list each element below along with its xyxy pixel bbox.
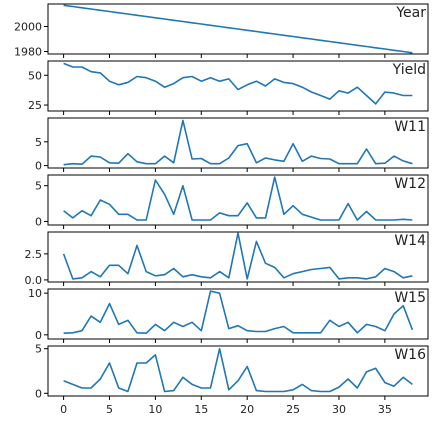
series-line-w14 <box>62 232 413 280</box>
series-label-w15: W15 <box>394 290 426 306</box>
series-label-w11: W11 <box>394 119 426 135</box>
y-tick-label-yield: 50 <box>28 69 42 82</box>
x-tick-label: 0 <box>60 403 67 416</box>
series-line-yield <box>63 62 413 105</box>
panel-frame-year <box>47 3 429 55</box>
x-tick-label: 15 <box>194 403 208 416</box>
y-tick-label-w16: 0 <box>35 387 42 400</box>
series-label-w14: W14 <box>394 233 426 249</box>
series-label-w12: W12 <box>394 176 426 192</box>
y-tick-label-year: 2000 <box>14 21 42 34</box>
panel-frame-w11 <box>47 117 429 169</box>
y-tick-label-w11: 0 <box>35 160 42 173</box>
y-tick-label-w11: 5 <box>35 136 42 149</box>
y-tick-label-w14: 0.0 <box>25 274 43 287</box>
panel-frame-w12 <box>47 174 429 226</box>
y-tick-label-w14: 2.5 <box>25 248 43 261</box>
x-tick-label: 5 <box>106 403 113 416</box>
series-label-yield: Yield <box>392 62 426 78</box>
y-tick-label-yield: 25 <box>28 99 42 112</box>
y-tick-label-w15: 10 <box>28 287 42 300</box>
series-label-year: Year <box>395 5 426 21</box>
series-line-w11 <box>63 119 413 166</box>
x-tick-label: 30 <box>332 403 346 416</box>
y-tick-label-w12: 5 <box>35 180 42 193</box>
y-tick-label-w16: 5 <box>35 343 42 356</box>
panel-frame-w15 <box>47 288 429 340</box>
panel-frame-w16 <box>47 345 429 397</box>
x-tick-label: 35 <box>378 403 392 416</box>
series-line-w12 <box>63 176 413 221</box>
x-tick-label: 20 <box>240 403 254 416</box>
series-line-w16 <box>63 347 413 393</box>
x-tick-label: 10 <box>148 403 162 416</box>
y-tick-label-year: 1980 <box>14 46 42 59</box>
y-tick-label-w12: 0 <box>35 215 42 228</box>
series-line-w15 <box>63 290 414 335</box>
panel-frame-yield <box>47 60 429 112</box>
x-tick-label: 25 <box>286 403 300 416</box>
series-label-w16: W16 <box>394 347 426 363</box>
panel-frame-w14 <box>47 231 429 283</box>
y-tick-label-w15: 0 <box>35 329 42 342</box>
series-line-year <box>63 4 413 54</box>
